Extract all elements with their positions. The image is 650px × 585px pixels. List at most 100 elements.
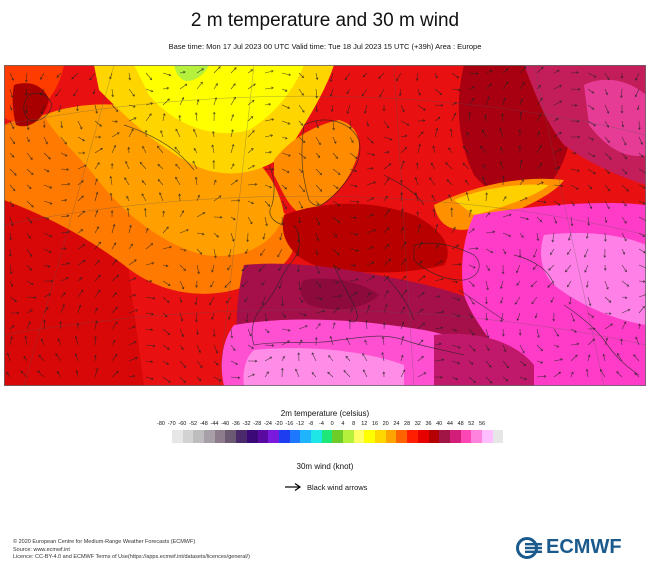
- wind-arrow: [162, 72, 172, 77]
- wind-arrow: [128, 72, 132, 81]
- temperature-color-swatch: [257, 430, 269, 443]
- wind-arrow: [111, 274, 120, 282]
- wind-arrow: [94, 191, 99, 202]
- wind-arrow: [144, 129, 148, 138]
- wind-arrow: [298, 120, 304, 126]
- wind-arrow: [179, 344, 184, 351]
- wind-arrow: [332, 168, 341, 175]
- temperature-tick-label: -80: [157, 421, 165, 427]
- temperature-color-swatch: [268, 430, 279, 443]
- wind-arrow: [465, 179, 470, 186]
- temperature-tick-label: -8: [308, 421, 314, 427]
- wind-arrow: [553, 100, 563, 106]
- wind-arrow: [260, 248, 266, 256]
- wind-arrow: [245, 312, 249, 323]
- wind-arrow: [398, 88, 402, 97]
- temperature-legend-ticks: -80 -70 -60 -52 -48 -44 -40 -36 -32 -28 -24 -20 -16-…: [157, 421, 497, 429]
- wind-arrow: [332, 152, 339, 160]
- wind-arrow: [175, 163, 181, 170]
- wind-arrow: [451, 112, 457, 122]
- wind-arrow: [55, 88, 62, 97]
- wind-arrow: [77, 195, 84, 202]
- wind-arrow: [145, 88, 154, 93]
- wind-arrow: [400, 134, 408, 138]
- wind-arrow: [329, 335, 334, 346]
- wind-arrow: [162, 226, 169, 234]
- footer-credits: © 2020 European Centre for Medium-Range …: [13, 539, 250, 562]
- wind-arrow: [26, 232, 31, 239]
- temperature-tick-label: 40: [436, 421, 443, 427]
- temperature-tick-label: -48: [199, 421, 208, 427]
- temperature-wind-map: [4, 65, 646, 386]
- wind-arrow: [230, 67, 237, 74]
- wind-arrow: [570, 135, 581, 139]
- wind-arrow: [366, 304, 371, 314]
- wind-arrow: [296, 248, 300, 257]
- wind-arrow: [196, 328, 199, 336]
- wind-arrow: [230, 328, 234, 339]
- wind-arrow: [43, 184, 53, 189]
- wind-arrow: [553, 200, 561, 206]
- wind-arrow: [213, 248, 217, 259]
- wind-arrow: [162, 296, 170, 303]
- wind-arrow: [264, 134, 274, 138]
- wind-arrow: [400, 208, 404, 218]
- wind-arrow: [230, 163, 235, 170]
- wind-arrow: [468, 280, 475, 287]
- wind-arrow: [553, 148, 562, 154]
- wind-arrow: [278, 264, 283, 272]
- wind-arrow: [94, 162, 100, 170]
- temperature-tick-label: 28: [404, 421, 411, 427]
- wind-arrow: [553, 184, 564, 188]
- wind-arrow: [247, 200, 255, 205]
- wind-arrow: [462, 146, 470, 154]
- wind-arrow: [600, 368, 606, 378]
- wind-arrow: [518, 328, 522, 336]
- wind-arrow: [434, 295, 441, 298]
- wind-arrow: [635, 72, 640, 81]
- wind-arrow: [126, 195, 130, 202]
- wind-arrow: [26, 152, 33, 161]
- wind-arrow: [434, 103, 444, 107]
- wind-arrow: [128, 309, 138, 314]
- wind-arrow: [466, 131, 470, 138]
- wind-arrow: [434, 342, 442, 346]
- wind-arrow: [638, 120, 641, 131]
- map-svg: [4, 65, 646, 386]
- wind-arrow: [519, 232, 524, 239]
- wind-arrow: [295, 368, 300, 378]
- wind-arrow: [414, 192, 419, 202]
- wind-arrow: [417, 143, 421, 154]
- wind-arrow: [362, 353, 368, 362]
- wind-arrow: [315, 296, 323, 301]
- temperature-color-swatch: [353, 430, 365, 443]
- temperature-color-swatch: [407, 430, 418, 443]
- wind-arrow: [139, 161, 147, 170]
- wind-arrow: [109, 175, 113, 186]
- wind-arrow: [519, 216, 530, 221]
- wind-arrow: [515, 264, 521, 274]
- wind-arrow: [264, 216, 268, 227]
- wind-arrow: [587, 104, 595, 110]
- wind-arrow: [43, 279, 54, 283]
- wind-arrow: [585, 280, 589, 288]
- wind-arrow: [193, 128, 198, 138]
- wind-arrow: [145, 227, 149, 234]
- wind-arrow: [6, 371, 11, 378]
- wind-arrow: [60, 198, 68, 202]
- wind-arrow: [553, 85, 562, 90]
- wind-arrow: [621, 136, 627, 146]
- wind-arrow: [417, 88, 421, 96]
- wind-arrow: [332, 322, 336, 330]
- wind-arrow: [298, 312, 307, 317]
- wind-arrow: [128, 224, 132, 234]
- temperature-color-swatch: [172, 430, 183, 443]
- wind-arrow: [247, 182, 258, 186]
- wind-arrow: [536, 360, 544, 364]
- wind-arrow: [247, 148, 254, 154]
- footer-source: Source: www.ecmwf.int: [13, 546, 70, 553]
- temperature-color-swatch: [439, 430, 450, 443]
- wind-arrow: [519, 81, 525, 90]
- wind-arrow: [281, 216, 284, 225]
- wind-arrow: [536, 84, 542, 90]
